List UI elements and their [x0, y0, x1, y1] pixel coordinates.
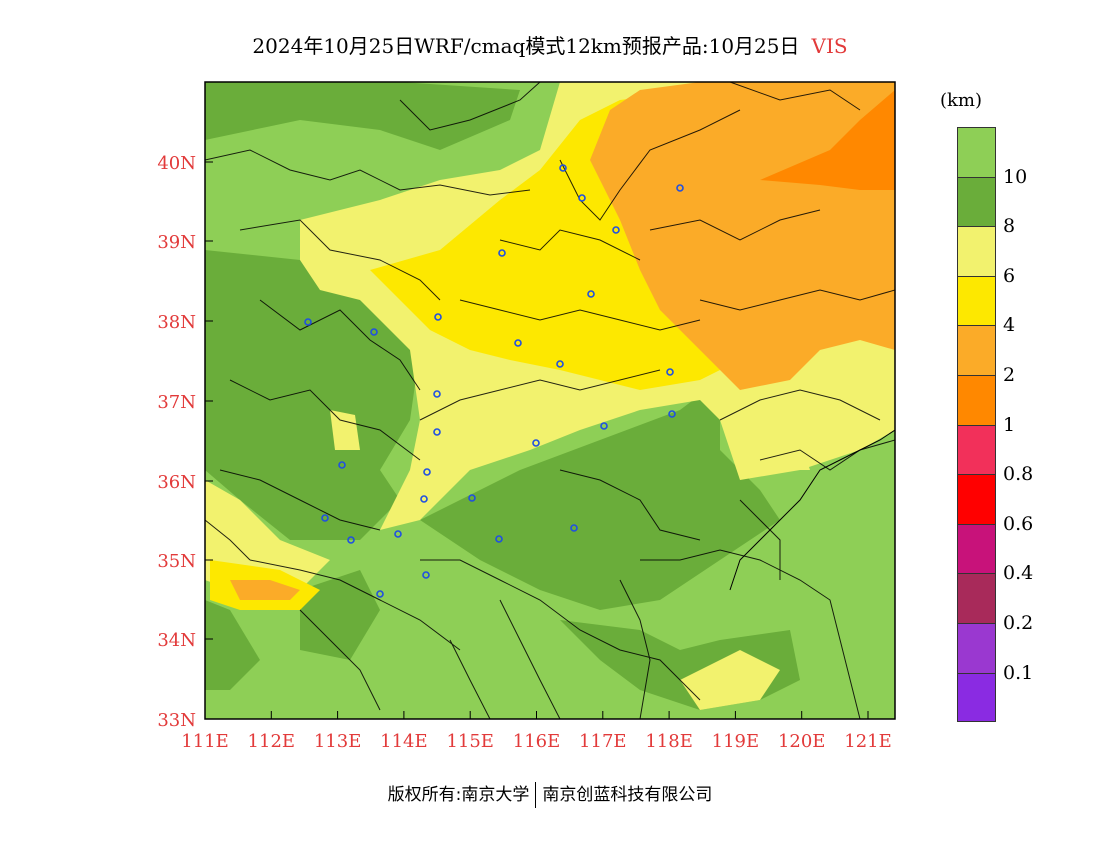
y-tick-label: 36N: [157, 472, 196, 493]
city-marker: [321, 514, 329, 522]
y-tick-label: 35N: [157, 551, 196, 572]
colorbar-label: 4: [1003, 314, 1016, 337]
city-markers: [304, 164, 684, 598]
city-marker: [532, 439, 540, 447]
y-tick-label: 37N: [157, 392, 196, 413]
y-tick-label: 34N: [157, 630, 196, 651]
city-marker: [570, 524, 578, 532]
city-marker: [433, 390, 441, 398]
footer-divider: [535, 782, 537, 808]
city-marker: [433, 428, 441, 436]
chart-title: 2024年10月25日WRF/cmaq模式12km预报产品:10月25日 VIS: [0, 30, 1100, 59]
y-tick-label: 40N: [157, 153, 196, 174]
footer-right: 南京创蓝科技有限公司: [542, 785, 713, 805]
colorbar-swatch: [957, 374, 996, 425]
city-marker: [370, 328, 378, 336]
colorbar-label: 1: [1003, 413, 1016, 436]
colorbar-swatch: [957, 127, 996, 177]
x-tick-label: 121E: [844, 731, 892, 752]
city-marker: [668, 410, 676, 418]
city-marker: [556, 360, 564, 368]
city-marker: [578, 194, 586, 202]
x-tick-label: 119E: [712, 731, 760, 752]
city-marker: [514, 339, 522, 347]
colorbar-swatch: [957, 672, 996, 723]
x-tick-label: 115E: [446, 731, 494, 752]
city-marker: [338, 461, 346, 469]
colorbar-label: 10: [1003, 165, 1028, 188]
city-marker: [498, 249, 506, 257]
colorbar-swatch: [957, 325, 996, 375]
x-tick-label: 113E: [314, 731, 362, 752]
city-marker: [666, 368, 674, 376]
colorbar-label: 0.6: [1003, 512, 1034, 535]
map-field: [205, 82, 895, 719]
x-tick-label: 118E: [645, 731, 693, 752]
colorbar-swatch: [957, 424, 996, 475]
x-tick-label: 114E: [380, 731, 428, 752]
colorbar-swatch: [957, 573, 996, 623]
city-marker: [559, 164, 567, 172]
colorbar-label: 0.4: [1003, 562, 1034, 585]
colorbar-swatch: [957, 622, 996, 673]
city-marker: [676, 184, 684, 192]
colorbar-swatch: [957, 474, 996, 524]
y-tick-label: 33N: [157, 710, 196, 731]
city-marker: [304, 318, 312, 326]
footer-left: 版权所有:南京大学: [387, 785, 530, 805]
city-marker: [422, 571, 430, 579]
x-tick-label: 117E: [579, 731, 627, 752]
y-axis: 40N 39N 38N 37N 36N 35N 34N 33N: [157, 153, 213, 731]
admin-boundaries: [205, 82, 895, 719]
x-tick-label: 112E: [248, 731, 296, 752]
title-text: 2024年10月25日WRF/cmaq模式12km预报产品:10月25日: [252, 34, 800, 58]
x-tick-label: 120E: [778, 731, 826, 752]
city-marker: [423, 468, 431, 476]
city-marker: [468, 494, 476, 502]
colorbar-label: 2: [1003, 364, 1016, 386]
field-1-2: [760, 90, 895, 190]
coastline: [729, 429, 895, 591]
city-marker: [495, 535, 503, 543]
footer: 版权所有:南京大学 南京创蓝科技有限公司: [0, 780, 1100, 808]
city-marker: [347, 536, 355, 544]
y-tick-label: 38N: [157, 312, 196, 333]
x-tick-label: 111E: [181, 731, 229, 752]
colorbar-label: 0.1: [1003, 661, 1034, 684]
city-marker: [600, 422, 608, 430]
city-marker: [587, 290, 595, 298]
colorbar-swatch: [957, 275, 996, 326]
city-marker: [420, 495, 428, 503]
colorbar-label: 0.8: [1003, 463, 1034, 486]
city-marker: [376, 590, 384, 598]
colorbar: [957, 127, 996, 723]
city-marker: [394, 530, 402, 538]
city-marker: [612, 226, 620, 234]
colorbar-label: 0.2: [1003, 612, 1034, 634]
y-tick-label: 39N: [157, 232, 196, 253]
colorbar-swatch: [957, 226, 996, 276]
legend-unit: (km): [940, 90, 983, 111]
x-tick-label: 116E: [513, 731, 561, 752]
colorbar-label: 6: [1003, 264, 1016, 287]
field-8-10: [205, 82, 880, 710]
title-variable: VIS: [811, 34, 848, 58]
colorbar-swatch: [957, 523, 996, 574]
x-axis: 111E 112E 113E 114E 115E 116E 117E 118E 119E 120E…: [181, 711, 892, 752]
colorbar-label: 8: [1003, 215, 1016, 238]
city-marker: [434, 313, 442, 321]
colorbar-swatch: [957, 176, 996, 227]
